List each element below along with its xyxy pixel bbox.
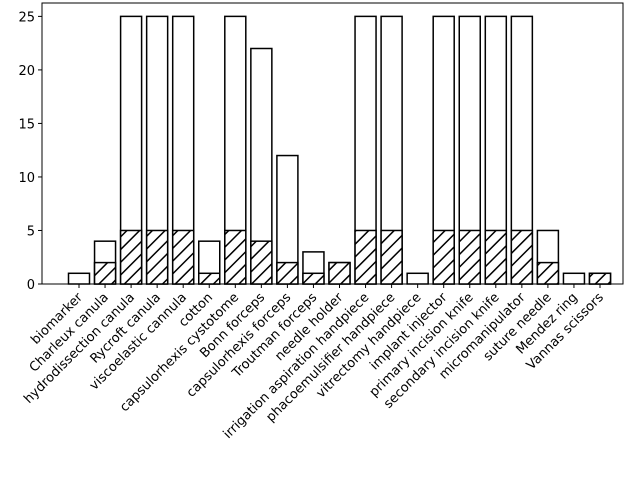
bar — [302, 272, 325, 285]
bar — [354, 229, 377, 285]
bar — [250, 240, 273, 285]
y-tick-label: 15 — [18, 117, 35, 132]
bar — [406, 272, 429, 285]
bar — [145, 229, 169, 285]
plot-frame — [41, 2, 624, 285]
bar — [536, 261, 560, 285]
bar — [328, 261, 351, 285]
bar — [562, 272, 586, 285]
bar — [67, 272, 91, 285]
y-tick-label: 5 — [27, 224, 35, 239]
bar — [224, 229, 247, 285]
bar — [380, 229, 403, 285]
bar — [432, 229, 455, 285]
y-tick-label: 10 — [18, 171, 35, 186]
bar — [93, 261, 117, 285]
y-tick-label: 20 — [18, 64, 35, 79]
bar — [484, 229, 508, 285]
bar — [588, 272, 612, 285]
bar — [119, 229, 143, 285]
y-tick-label: 25 — [18, 10, 35, 25]
bar — [171, 229, 195, 285]
bar — [198, 272, 221, 285]
bar — [510, 229, 534, 285]
bar — [276, 261, 299, 285]
bar — [458, 229, 481, 285]
y-tick-label: 0 — [27, 278, 35, 293]
